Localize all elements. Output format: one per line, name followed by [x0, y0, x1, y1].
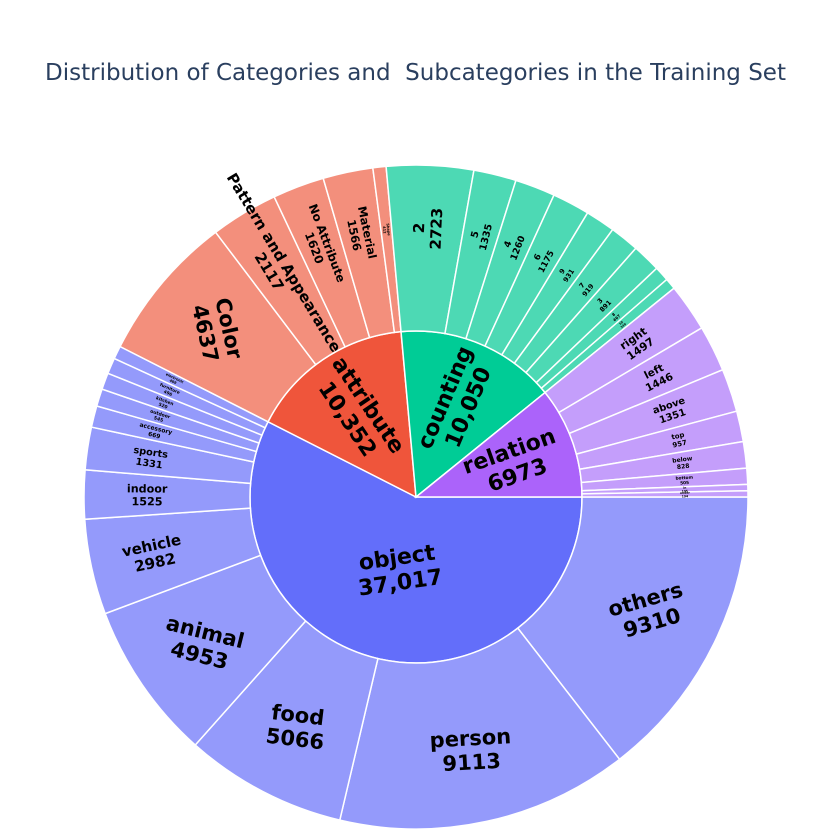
label-counting-8: 8467 — [609, 310, 622, 323]
sector-object-person[interactable] — [338, 627, 621, 830]
label-counting-2: 22723 — [409, 207, 446, 250]
chart-title: Distribution of Categories and Subcatego… — [45, 60, 786, 86]
label-relation-bottom: bottom505 — [675, 475, 694, 487]
label-relation-under: under 194 — [680, 491, 691, 499]
label-object: object37,017 — [353, 540, 444, 602]
label-object-sports: sports1331 — [131, 445, 169, 472]
label-relation-below: below828 — [672, 455, 694, 472]
label-object-food: food5066 — [265, 700, 329, 755]
sector-relation-under[interactable] — [581, 489, 749, 498]
label-relation-in: in195 — [682, 486, 688, 494]
label-relation-top: top957 — [670, 431, 688, 450]
label-attribute-shape: Shape412 — [382, 223, 391, 237]
label-object-indoor: indoor 1525 — [127, 482, 168, 508]
label-counting-10: 10349 — [617, 319, 627, 329]
sector-object-others[interactable] — [516, 496, 749, 761]
label-attribute-color: Color4637 — [187, 295, 247, 366]
label-object-person: person9113 — [429, 724, 513, 776]
